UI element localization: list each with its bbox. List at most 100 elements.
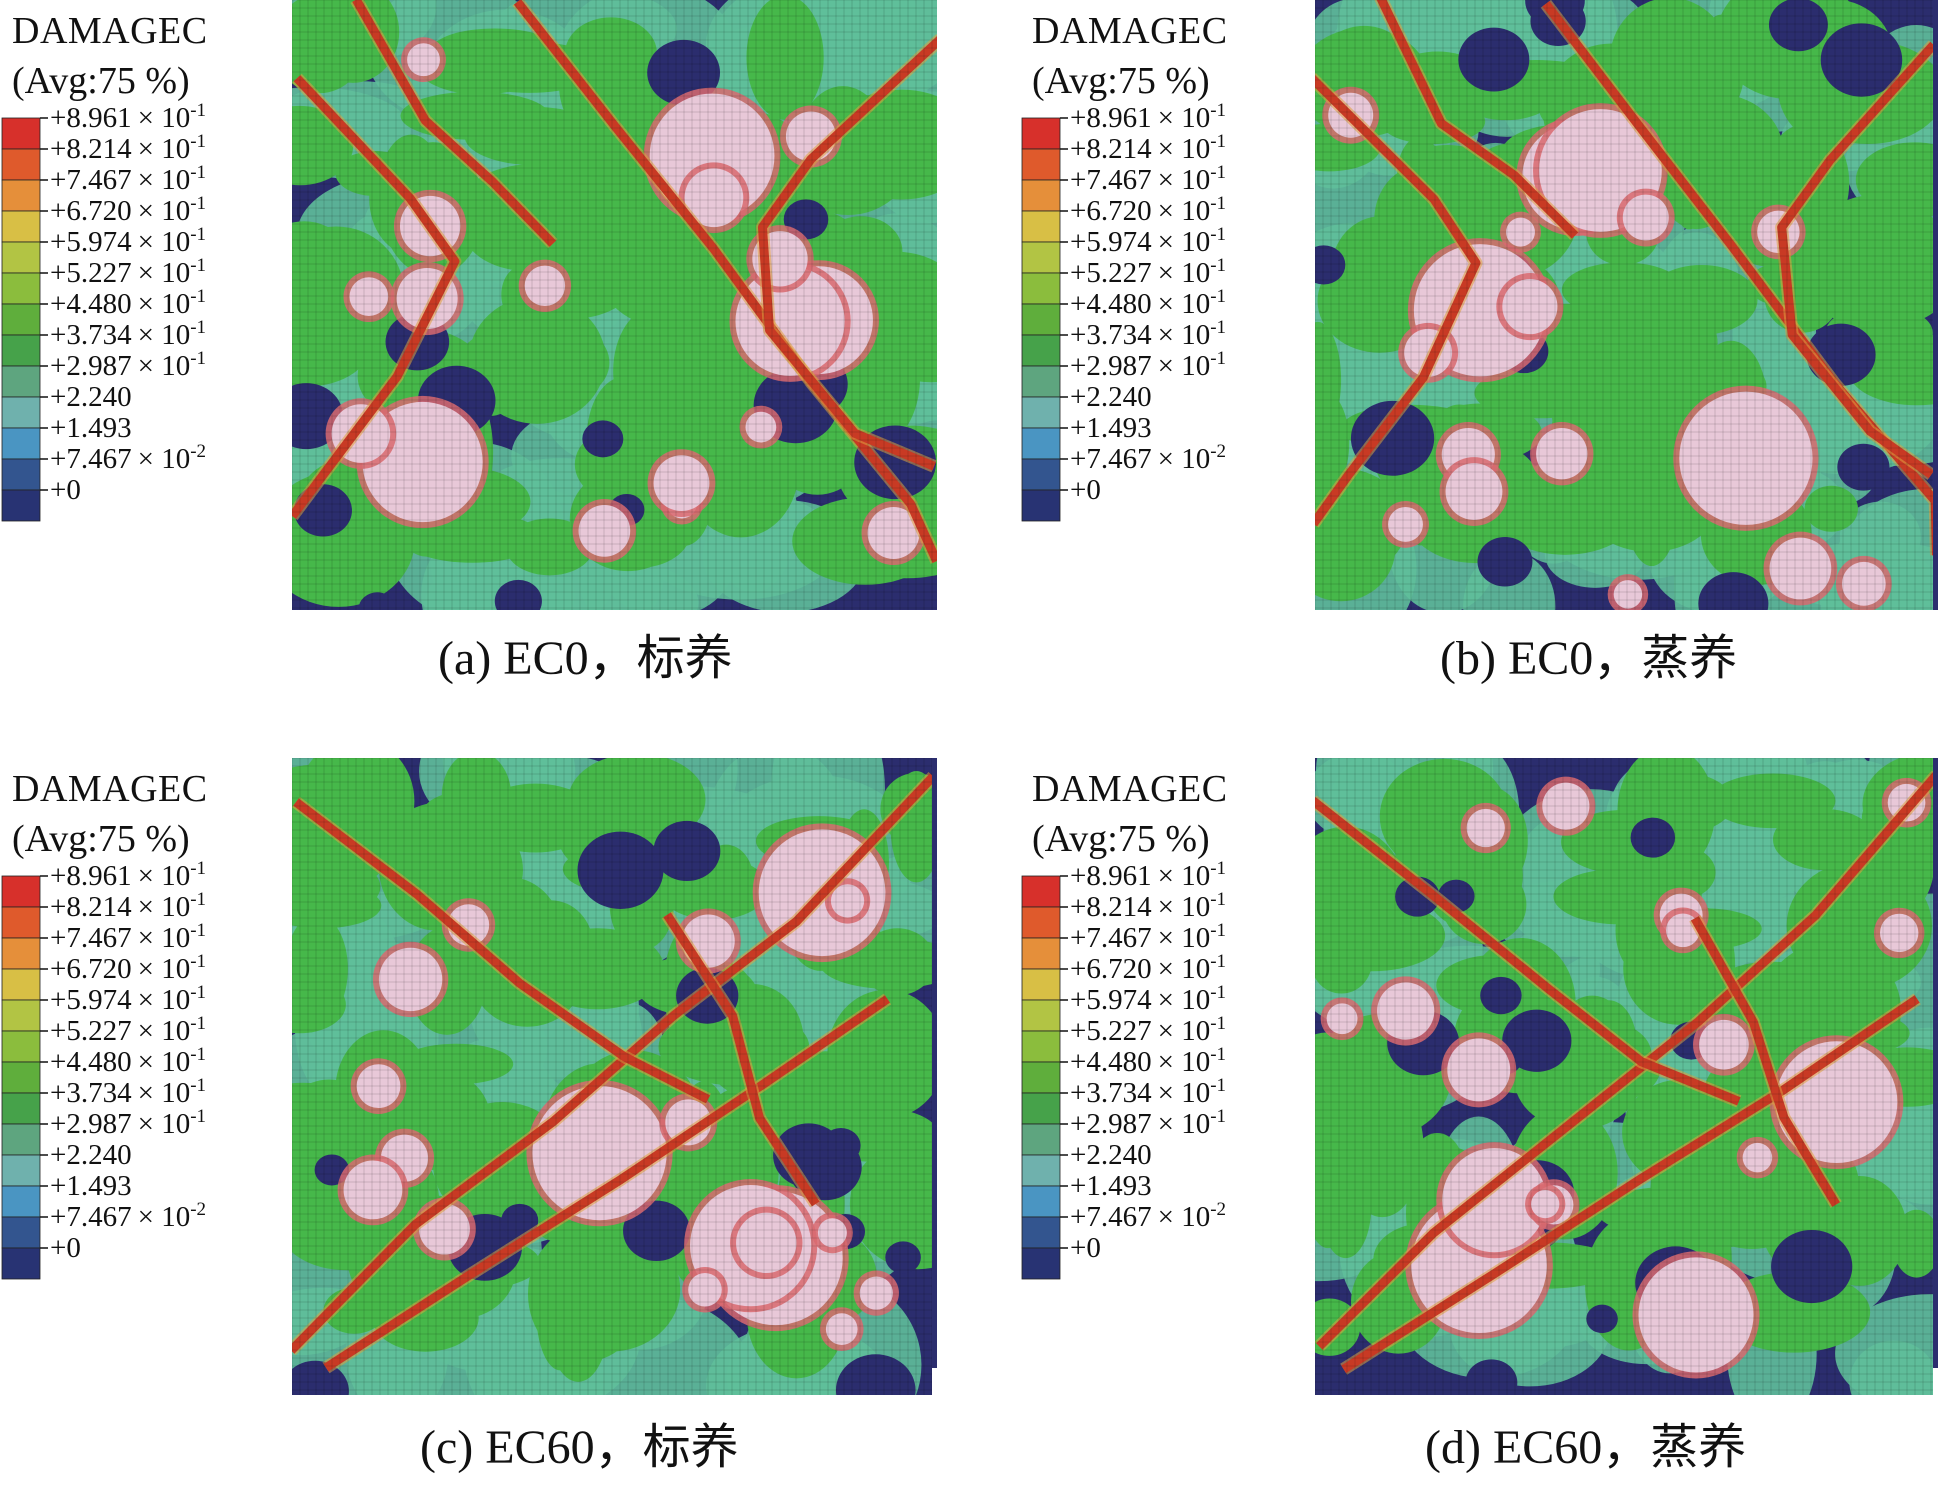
legend-band: [1, 334, 41, 367]
legend-band: [1, 937, 41, 970]
legend-band: [1, 365, 41, 398]
legend-band: [1021, 427, 1061, 460]
legend-tick-label: +8.214 × 10-1: [1070, 131, 1226, 165]
legend-tick-label: +4.480 × 10-1: [50, 1044, 206, 1078]
damage-contour-map-d: [1315, 758, 1938, 1395]
legend-tick-label: +5.227 × 10-1: [50, 1013, 206, 1047]
legend-tick-label: +1.493: [1070, 1170, 1152, 1202]
panel-a: DAMAGEC (Avg:75 %) +8.961 × 10-1 +8.214 × 1…: [0, 0, 950, 730]
legend-tick-label: +2.987 × 10-1: [50, 1106, 206, 1140]
legend-tick-label: +0: [50, 474, 81, 506]
legend-tick-label: +8.961 × 10-1: [50, 858, 206, 892]
legend-band: [1, 241, 41, 274]
legend-band: [1021, 396, 1061, 429]
damage-contour-map-c: [292, 758, 937, 1395]
legend-band: [1, 1154, 41, 1187]
panel-c: DAMAGEC (Avg:75 %) +8.961 × 10-1 +8.214 × 1…: [0, 758, 950, 1488]
legend-tick-label: +1.493: [50, 1170, 132, 1202]
legend-band: [1021, 303, 1061, 336]
legend-band: [1, 906, 41, 939]
legend-tick-label: +8.961 × 10-1: [1070, 858, 1226, 892]
legend-band: [1, 1247, 41, 1280]
panel-d: DAMAGEC (Avg:75 %) +8.961 × 10-1 +8.214 × 1…: [1020, 758, 1938, 1488]
legend-d: DAMAGEC (Avg:75 %) +8.961 × 10-1 +8.214 × 1…: [1020, 758, 1310, 1298]
legend-tick-label: +1.493: [1070, 412, 1152, 444]
legend-tick-label: +4.480 × 10-1: [1070, 1044, 1226, 1078]
legend-band: [1, 1030, 41, 1063]
legend-colorbar: +8.961 × 10-1+8.214 × 10-1+7.467 × 10-1+6.7…: [1, 858, 206, 1280]
legend-tick-label: +6.720 × 10-1: [50, 193, 206, 227]
legend-band: [1, 396, 41, 429]
legend-band: [1021, 999, 1061, 1032]
legend-subtitle: (Avg:75 %): [12, 818, 190, 860]
legend-band: [1, 875, 41, 908]
legend-band: [1021, 875, 1061, 908]
legend-band: [1021, 148, 1061, 181]
legend-subtitle: (Avg:75 %): [1032, 818, 1210, 860]
legend-tick-label: +8.214 × 10-1: [50, 889, 206, 923]
legend-c: DAMAGEC (Avg:75 %) +8.961 × 10-1 +8.214 × 1…: [0, 758, 290, 1298]
legend-tick-label: +2.987 × 10-1: [1070, 1106, 1226, 1140]
legend-band: [1021, 489, 1061, 522]
legend-band: [1021, 458, 1061, 491]
legend-band: [1, 1061, 41, 1094]
legend-band: [1021, 117, 1061, 150]
legend-tick-label: +7.467 × 10-1: [50, 920, 206, 954]
legend-tick-label: +5.974 × 10-1: [1070, 982, 1226, 1016]
legend-colorbar: +8.961 × 10-1+8.214 × 10-1+7.467 × 10-1+6.7…: [1021, 100, 1226, 522]
legend-tick-label: +5.227 × 10-1: [1070, 1013, 1226, 1047]
legend-band: [1021, 1061, 1061, 1094]
legend-band: [1, 1092, 41, 1125]
legend-tick-label: +7.467 × 10-2: [50, 441, 206, 475]
legend-tick-label: +2.240: [1070, 381, 1152, 413]
legend-subtitle: (Avg:75 %): [1032, 60, 1210, 102]
legend-tick-label: +7.467 × 10-2: [50, 1199, 206, 1233]
legend-tick-label: +7.467 × 10-1: [1070, 162, 1226, 196]
legend-band: [1, 210, 41, 243]
legend-band: [1, 1185, 41, 1218]
legend-tick-label: +2.987 × 10-1: [50, 348, 206, 382]
legend-band: [1, 303, 41, 336]
legend-a: DAMAGEC (Avg:75 %) +8.961 × 10-1 +8.214 × 1…: [0, 0, 290, 540]
legend-tick-label: +5.227 × 10-1: [1070, 255, 1226, 289]
legend-tick-label: +6.720 × 10-1: [50, 951, 206, 985]
legend-tick-label: +7.467 × 10-1: [50, 162, 206, 196]
legend-band: [1021, 272, 1061, 305]
legend-band: [1, 427, 41, 460]
legend-tick-label: +2.240: [1070, 1139, 1152, 1171]
legend-tick-label: +4.480 × 10-1: [50, 286, 206, 320]
legend-colorbar: +8.961 × 10-1+8.214 × 10-1+7.467 × 10-1+6.7…: [1021, 858, 1226, 1280]
legend-tick-label: +2.240: [50, 1139, 132, 1171]
legend-band: [1021, 241, 1061, 274]
legend-band: [1, 489, 41, 522]
legend-band: [1, 1216, 41, 1249]
legend-tick-label: +0: [1070, 474, 1101, 506]
legend-band: [1021, 334, 1061, 367]
legend-band: [1021, 1030, 1061, 1063]
legend-band: [1021, 179, 1061, 212]
legend-band: [1, 458, 41, 491]
legend-band: [1021, 937, 1061, 970]
legend-band: [1021, 1247, 1061, 1280]
legend-band: [1021, 1185, 1061, 1218]
legend-band: [1, 968, 41, 1001]
legend-tick-label: +8.214 × 10-1: [50, 131, 206, 165]
legend-tick-label: +4.480 × 10-1: [1070, 286, 1226, 320]
legend-tick-label: +5.974 × 10-1: [50, 982, 206, 1016]
legend-title: DAMAGEC: [12, 768, 208, 810]
legend-tick-label: +2.987 × 10-1: [1070, 348, 1226, 382]
caption-c: (c) EC60，标养: [420, 1421, 739, 1474]
damage-contour-map-a: [292, 0, 937, 610]
legend-tick-label: +5.974 × 10-1: [1070, 224, 1226, 258]
legend-tick-label: +2.240: [50, 381, 132, 413]
legend-tick-label: +7.467 × 10-2: [1070, 1199, 1226, 1233]
legend-tick-label: +3.734 × 10-1: [1070, 1075, 1226, 1109]
legend-tick-label: +3.734 × 10-1: [1070, 317, 1226, 351]
legend-band: [1, 272, 41, 305]
caption-d: (d) EC60，蒸养: [1425, 1421, 1747, 1474]
legend-tick-label: +8.961 × 10-1: [50, 100, 206, 134]
legend-tick-label: +6.720 × 10-1: [1070, 193, 1226, 227]
damage-contour-map-b: [1315, 0, 1938, 610]
legend-subtitle: (Avg:75 %): [12, 60, 190, 102]
legend-tick-label: +6.720 × 10-1: [1070, 951, 1226, 985]
